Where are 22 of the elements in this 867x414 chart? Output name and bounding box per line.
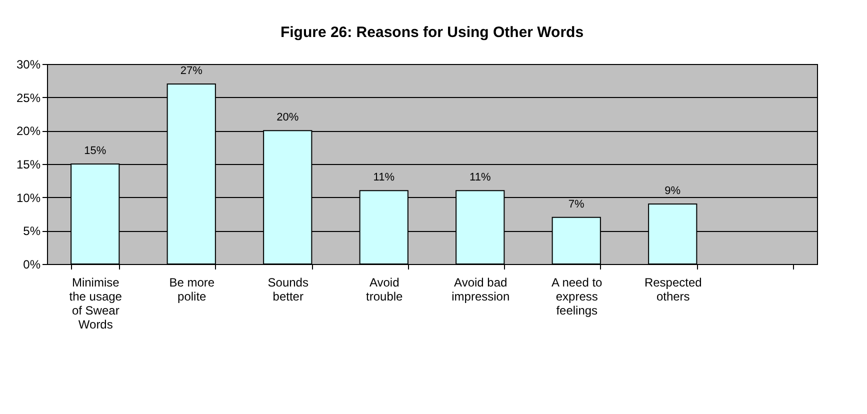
- y-tick-label: 15%: [16, 158, 41, 172]
- x-tick-label: Avoid bad impression: [452, 276, 510, 304]
- y-tick-label: 10%: [16, 190, 41, 205]
- data-label: 9%: [664, 185, 681, 197]
- y-tick-label: 30%: [16, 58, 41, 72]
- x-tick-label: Sounds better: [268, 276, 308, 304]
- chart-title: Figure 26: Reasons for Using Other Words: [280, 24, 584, 41]
- y-tick-label: 25%: [16, 90, 41, 105]
- data-label: 11%: [470, 172, 491, 184]
- x-tick-label: Be more polite: [169, 276, 215, 304]
- y-tick-label: 0%: [23, 258, 41, 272]
- y-tick-label: 5%: [23, 224, 41, 238]
- data-label: 7%: [568, 198, 585, 210]
- x-tick-label: Respected others: [644, 276, 702, 304]
- x-tick-label: Minimise the usage of Swear Words: [69, 276, 122, 332]
- data-label: 20%: [276, 112, 299, 124]
- x-tick-label: Avoid trouble: [366, 276, 404, 304]
- x-tick-label: A need to express feelings: [552, 276, 603, 318]
- data-label: 27%: [180, 65, 203, 77]
- data-label: 15%: [84, 145, 106, 157]
- data-label: 11%: [373, 172, 395, 184]
- y-tick-label: 20%: [16, 124, 41, 138]
